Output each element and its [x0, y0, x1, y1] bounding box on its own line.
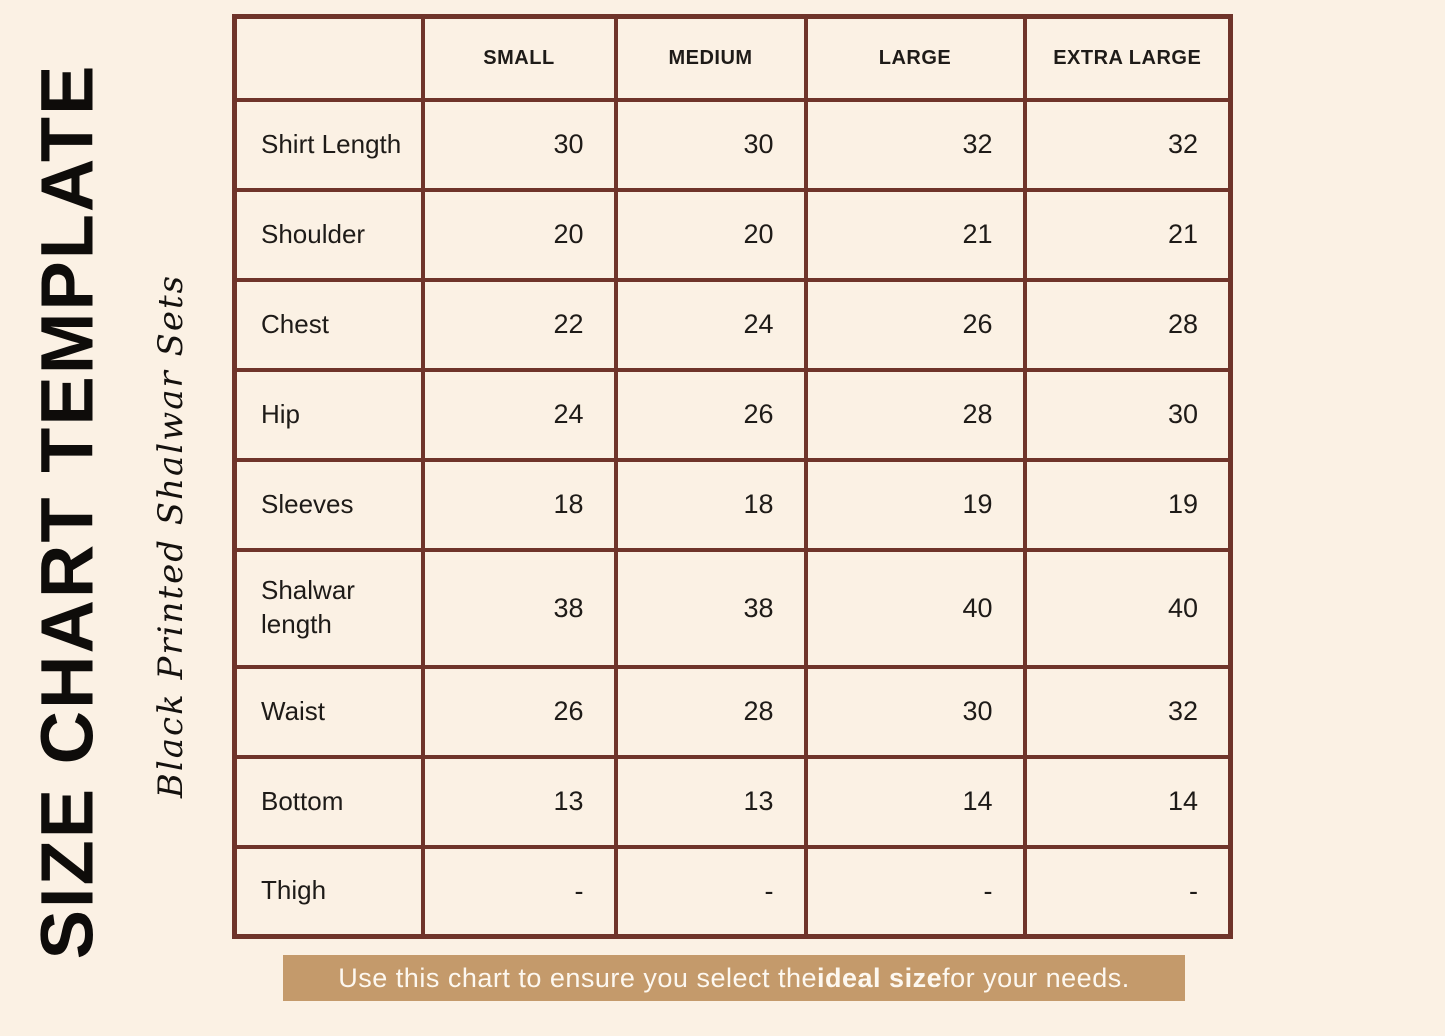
value-cell: 19 — [803, 457, 1027, 552]
value-cell: - — [803, 844, 1027, 939]
header-cell-empty — [232, 14, 425, 102]
value-cell: 38 — [420, 547, 618, 669]
footer-note-prefix: Use this chart to ensure you select the — [338, 962, 818, 993]
value-cell: 14 — [1022, 754, 1233, 849]
row-label: Shoulder — [232, 187, 425, 282]
vertical-title-band: SIZE CHART TEMPLATE — [14, 0, 120, 1022]
row-label: Bottom — [232, 754, 425, 849]
value-cell: 18 — [613, 457, 808, 552]
table-row-waist: Waist 26 28 30 32 — [232, 664, 1233, 759]
header-cell-small: SMALL — [420, 14, 618, 102]
vertical-subtitle-band: Black Printed Shalwar Sets — [122, 36, 220, 1036]
value-cell: 24 — [420, 367, 618, 462]
value-cell: 30 — [1022, 367, 1233, 462]
value-cell: 20 — [420, 187, 618, 282]
value-cell: 30 — [803, 664, 1027, 759]
header-cell-large: LARGE — [803, 14, 1027, 102]
value-cell: - — [613, 844, 808, 939]
table-row-sleeves: Sleeves 18 18 19 19 — [232, 457, 1233, 552]
value-cell: 22 — [420, 277, 618, 372]
header-cell-medium: MEDIUM — [613, 14, 808, 102]
value-cell: 32 — [1022, 664, 1233, 759]
table-row-chest: Chest 22 24 26 28 — [232, 277, 1233, 372]
row-label: Chest — [232, 277, 425, 372]
value-cell: 19 — [1022, 457, 1233, 552]
value-cell: 18 — [420, 457, 618, 552]
row-label: Shalwar length — [232, 547, 425, 669]
value-cell: 28 — [1022, 277, 1233, 372]
table-row-hip: Hip 24 26 28 30 — [232, 367, 1233, 462]
row-label: Waist — [232, 664, 425, 759]
value-cell: 40 — [803, 547, 1027, 669]
value-cell: 13 — [613, 754, 808, 849]
value-cell: 24 — [613, 277, 808, 372]
value-cell: 30 — [613, 97, 808, 192]
table-row-thigh: Thigh - - - - — [232, 844, 1233, 939]
value-cell: 20 — [613, 187, 808, 282]
value-cell: 28 — [803, 367, 1027, 462]
value-cell: 32 — [1022, 97, 1233, 192]
row-label: Hip — [232, 367, 425, 462]
table-row-shoulder: Shoulder 20 20 21 21 — [232, 187, 1233, 282]
row-label: Thigh — [232, 844, 425, 939]
value-cell: 13 — [420, 754, 618, 849]
row-label: Sleeves — [232, 457, 425, 552]
value-cell: 21 — [1022, 187, 1233, 282]
value-cell: 40 — [1022, 547, 1233, 669]
header-cell-extra-large: EXTRA LARGE — [1022, 14, 1233, 102]
value-cell: 26 — [613, 367, 808, 462]
footer-note-suffix: for your needs. — [942, 962, 1130, 993]
value-cell: 38 — [613, 547, 808, 669]
page-title: SIZE CHART TEMPLATE — [25, 63, 109, 959]
table-row-shirt-length: Shirt Length 30 30 32 32 — [232, 97, 1233, 192]
value-cell: 21 — [803, 187, 1027, 282]
value-cell: 30 — [420, 97, 618, 192]
row-label: Shirt Length — [232, 97, 425, 192]
header-row: SMALL MEDIUM LARGE EXTRA LARGE — [232, 14, 1233, 102]
page-subtitle: Black Printed Shalwar Sets — [151, 273, 192, 799]
value-cell: 14 — [803, 754, 1027, 849]
footer-note-highlight: ideal size — [817, 962, 943, 993]
table-row-shalwar-length: Shalwar length 38 38 40 40 — [232, 547, 1233, 669]
value-cell: - — [1022, 844, 1233, 939]
value-cell: 26 — [420, 664, 618, 759]
value-cell: 28 — [613, 664, 808, 759]
size-chart-table: SMALL MEDIUM LARGE EXTRA LARGE Shirt Len… — [232, 14, 1233, 939]
value-cell: - — [420, 844, 618, 939]
value-cell: 32 — [803, 97, 1027, 192]
footer-note-banner: Use this chart to ensure you select the … — [283, 955, 1185, 1001]
value-cell: 26 — [803, 277, 1027, 372]
table-row-bottom: Bottom 13 13 14 14 — [232, 754, 1233, 849]
